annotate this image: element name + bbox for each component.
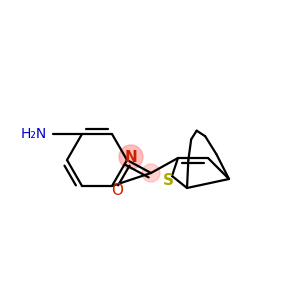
Circle shape <box>142 164 160 182</box>
Text: H₂N: H₂N <box>21 127 47 141</box>
Text: S: S <box>163 173 173 188</box>
Circle shape <box>119 145 143 169</box>
Text: O: O <box>111 184 123 199</box>
Text: N: N <box>124 149 137 164</box>
